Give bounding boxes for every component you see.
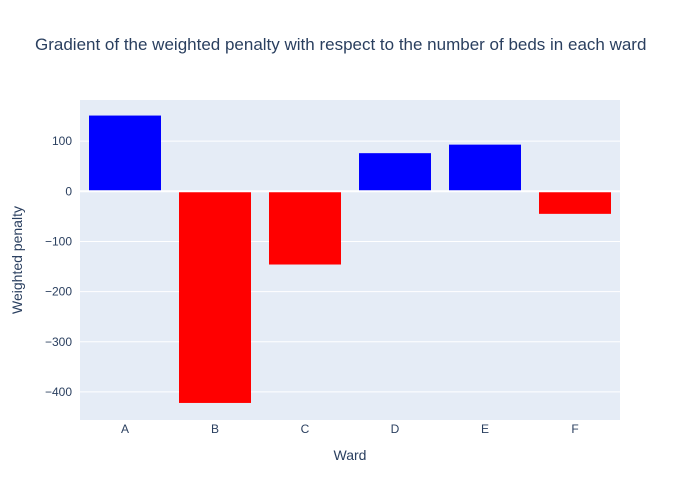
x-axis-ticks: A B C D E F (121, 422, 579, 436)
bar-a[interactable] (89, 115, 161, 192)
x-tick-label: A (121, 422, 129, 436)
y-tick-label: 0 (65, 184, 72, 198)
y-tick-label: −400 (45, 385, 72, 399)
bar-c[interactable] (269, 191, 341, 265)
y-axis-title: Weighted penalty (9, 206, 25, 314)
chart-title: Gradient of the weighted penalty with re… (35, 35, 646, 54)
x-tick-label: E (481, 422, 489, 436)
y-tick-label: −200 (45, 285, 72, 299)
x-tick-label: B (211, 422, 219, 436)
bar-e[interactable] (449, 144, 521, 192)
bars (89, 115, 611, 403)
gridlines (80, 140, 620, 393)
y-tick-label: −300 (45, 335, 72, 349)
bar-f[interactable] (539, 191, 611, 214)
x-tick-label: C (301, 422, 310, 436)
y-axis-ticks: 100 0 −100 −200 −300 −400 (45, 134, 72, 399)
bar-b[interactable] (179, 191, 251, 403)
bar-d[interactable] (359, 153, 431, 192)
plot-area (80, 100, 620, 420)
x-axis-title: Ward (334, 447, 367, 463)
x-tick-label: D (391, 422, 400, 436)
y-tick-label: 100 (52, 134, 72, 148)
y-tick-label: −100 (45, 234, 72, 248)
x-tick-label: F (571, 422, 578, 436)
